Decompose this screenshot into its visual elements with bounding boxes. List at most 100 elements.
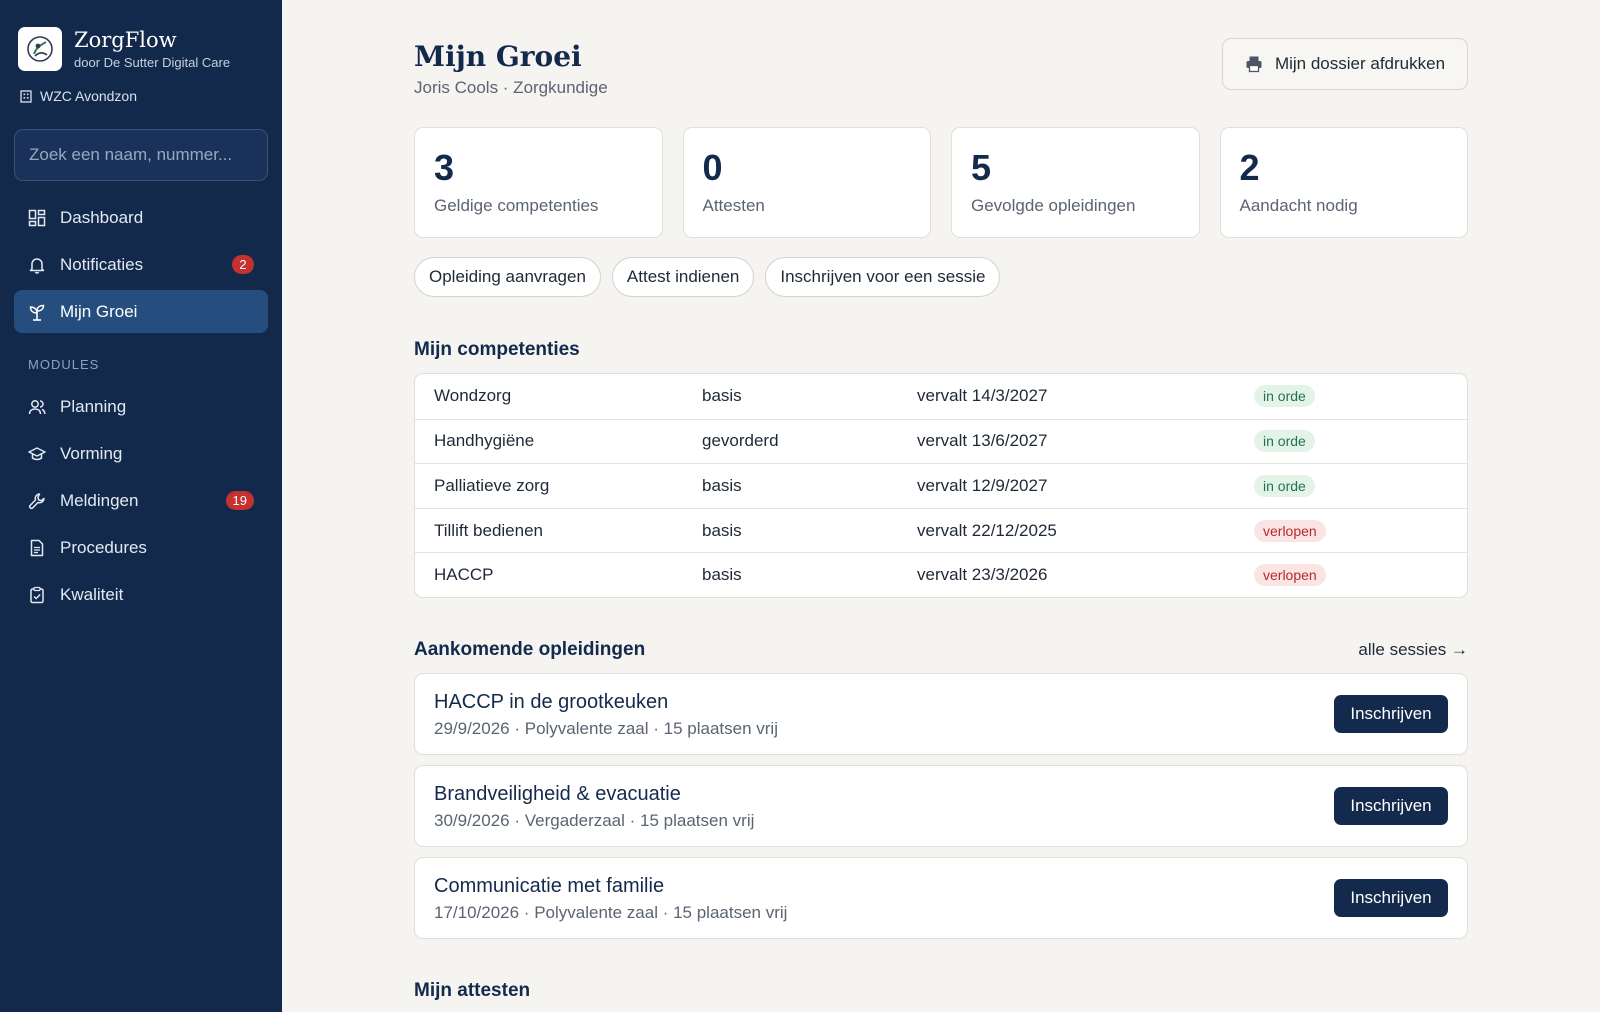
meldingen-badge: 19 (225, 491, 254, 510)
sidebar-item-dashboard[interactable]: Dashboard (14, 196, 268, 239)
status-badge: in orde (1254, 430, 1315, 453)
stat-value: 3 (434, 147, 455, 188)
register-button[interactable]: Inschrijven (1334, 879, 1448, 917)
status-badge: in orde (1254, 385, 1315, 408)
stat-label: Gevolgde opleidingen (971, 196, 1136, 215)
sidebar-item-meldingen[interactable]: Meldingen 19 (14, 479, 268, 522)
competency-name: Palliatieve zorg (434, 475, 550, 495)
building-icon (20, 90, 32, 103)
app-subtitle: door De Sutter Digital Care (74, 55, 231, 70)
session-card: Brandveiligheid & evacuatie 30/9/2026 · … (414, 765, 1468, 847)
competency-level: basis (702, 386, 742, 406)
competency-name: Wondzorg (434, 386, 512, 406)
sidebar-item-vorming[interactable]: Vorming (14, 432, 268, 475)
app-name: ZorgFlow (74, 28, 177, 52)
print-dossier-button[interactable]: Mijn dossier afdrukken (1222, 38, 1468, 90)
stat-card-opleidingen: 5 Gevolgde opleidingen (951, 127, 1200, 238)
competency-expiry: vervalt 23/3/2026 (917, 565, 1048, 585)
page-title: Mijn Groei (414, 40, 582, 73)
stat-label: Attesten (702, 196, 765, 215)
sidebar-item-label: Vorming (60, 443, 123, 463)
table-row: HACCP basis vervalt 23/3/2026 verlopen (415, 552, 1467, 597)
sidebar-item-label: Notificaties (60, 254, 144, 274)
sidebar-item-kwaliteit[interactable]: Kwaliteit (14, 573, 268, 616)
sidebar-item-notificaties[interactable]: Notificaties 2 (14, 243, 268, 286)
competency-expiry: vervalt 22/12/2025 (917, 520, 1057, 540)
stat-value: 2 (1239, 147, 1260, 188)
search-input[interactable] (14, 129, 268, 181)
register-button[interactable]: Inschrijven (1334, 695, 1448, 733)
competencies-heading: Mijn competenties (414, 339, 580, 360)
certificates-heading: Mijn attesten (414, 980, 531, 1001)
session-title: HACCP in de grootkeuken (434, 691, 669, 713)
status-badge: in orde (1254, 474, 1315, 497)
competency-name: Tillift bedienen (434, 520, 543, 540)
session-meta: 30/9/2026 · Vergaderzaal · 15 plaatsen v… (434, 811, 755, 830)
facility-name: WZC Avondzon (40, 88, 138, 104)
competency-name: HACCP (434, 565, 494, 585)
stat-value: 0 (702, 147, 723, 188)
stat-card-attesten: 0 Attesten (682, 127, 931, 238)
session-card: HACCP in de grootkeuken 29/9/2026 · Poly… (414, 673, 1468, 755)
competencies-table: Wondzorg basis vervalt 14/3/2027 in orde… (414, 373, 1468, 598)
table-row: Tillift bedienen basis vervalt 22/12/202… (415, 507, 1467, 553)
competency-level: basis (702, 565, 742, 585)
sidebar-item-planning[interactable]: Planning (14, 385, 268, 428)
brand[interactable]: ZorgFlow door De Sutter Digital Care (18, 27, 230, 71)
table-row: Handhygiëne gevorderd vervalt 13/6/2027 … (415, 418, 1467, 464)
stats-row: 3 Geldige competenties 0 Attesten 5 Gevo… (414, 127, 1468, 238)
submit-certificate-button[interactable]: Attest indienen (611, 257, 755, 297)
print-button-label: Mijn dossier afdrukken (1274, 54, 1446, 73)
sprout-icon (29, 304, 45, 321)
sidebar-item-mijn-groei[interactable]: Mijn Groei (14, 290, 268, 333)
register-button[interactable]: Inschrijven (1334, 787, 1448, 825)
sidebar-item-label: Dashboard (60, 207, 144, 227)
modules-nav: Planning Vorming Meldingen 19 Procedures… (14, 385, 268, 620)
request-training-button[interactable]: Opleiding aanvragen (414, 257, 601, 297)
wrench-icon (28, 492, 45, 509)
competency-expiry: vervalt 14/3/2027 (917, 386, 1048, 406)
bell-icon (29, 257, 45, 274)
document-icon (30, 539, 44, 556)
register-session-button[interactable]: Inschrijven voor een sessie (765, 257, 1001, 297)
table-row: Palliatieve zorg basis vervalt 12/9/2027… (415, 463, 1467, 508)
trainings-heading: Aankomende opleidingen (414, 639, 646, 660)
competency-expiry: vervalt 12/9/2027 (917, 475, 1048, 495)
zorgflow-logo (18, 27, 62, 71)
quick-actions: Opleiding aanvragen Attest indienen Insc… (414, 257, 1001, 297)
sidebar-item-label: Planning (60, 396, 127, 416)
session-meta: 17/10/2026 · Polyvalente zaal · 15 plaat… (434, 903, 788, 922)
stat-label: Aandacht nodig (1239, 196, 1358, 215)
sidebar-item-label: Meldingen (60, 490, 139, 510)
facility: WZC Avondzon (19, 88, 137, 104)
stat-label: Geldige competenties (434, 196, 599, 215)
competency-name: Handhygiëne (434, 431, 535, 451)
page-subtitle: Joris Cools · Zorgkundige (414, 78, 608, 97)
sidebar-item-label: Procedures (60, 537, 147, 557)
notification-badge: 2 (232, 255, 254, 274)
stat-card-competenties: 3 Geldige competenties (414, 127, 663, 238)
sidebar-item-label: Mijn Groei (60, 301, 138, 321)
sidebar-item-label: Kwaliteit (60, 584, 124, 604)
stat-value: 5 (971, 147, 992, 188)
sidebar-item-procedures[interactable]: Procedures (14, 526, 268, 569)
competency-level: gevorderd (702, 431, 779, 451)
sidebar: ZorgFlow door De Sutter Digital Care WZC… (0, 0, 282, 1012)
clipboard-check-icon (30, 586, 44, 603)
session-title: Communicatie met familie (434, 875, 665, 897)
competency-expiry: vervalt 13/6/2027 (917, 431, 1048, 451)
users-icon (28, 399, 46, 414)
dashboard-icon (28, 209, 46, 226)
competency-level: basis (702, 520, 742, 540)
status-badge: verlopen (1254, 564, 1326, 587)
session-meta: 29/9/2026 · Polyvalente zaal · 15 plaats… (434, 719, 778, 738)
table-row: Wondzorg basis vervalt 14/3/2027 in orde (415, 374, 1467, 419)
modules-heading: MODULES (28, 357, 100, 372)
all-sessions-link[interactable]: alle sessies → (1358, 640, 1468, 659)
status-badge: verlopen (1254, 519, 1326, 542)
session-card: Communicatie met familie 17/10/2026 · Po… (414, 857, 1468, 939)
competency-level: basis (702, 475, 742, 495)
stat-card-aandacht: 2 Aandacht nodig (1219, 127, 1468, 238)
main-nav: Dashboard Notificaties 2 Mijn Groei (14, 196, 268, 337)
graduation-cap-icon (28, 446, 46, 460)
